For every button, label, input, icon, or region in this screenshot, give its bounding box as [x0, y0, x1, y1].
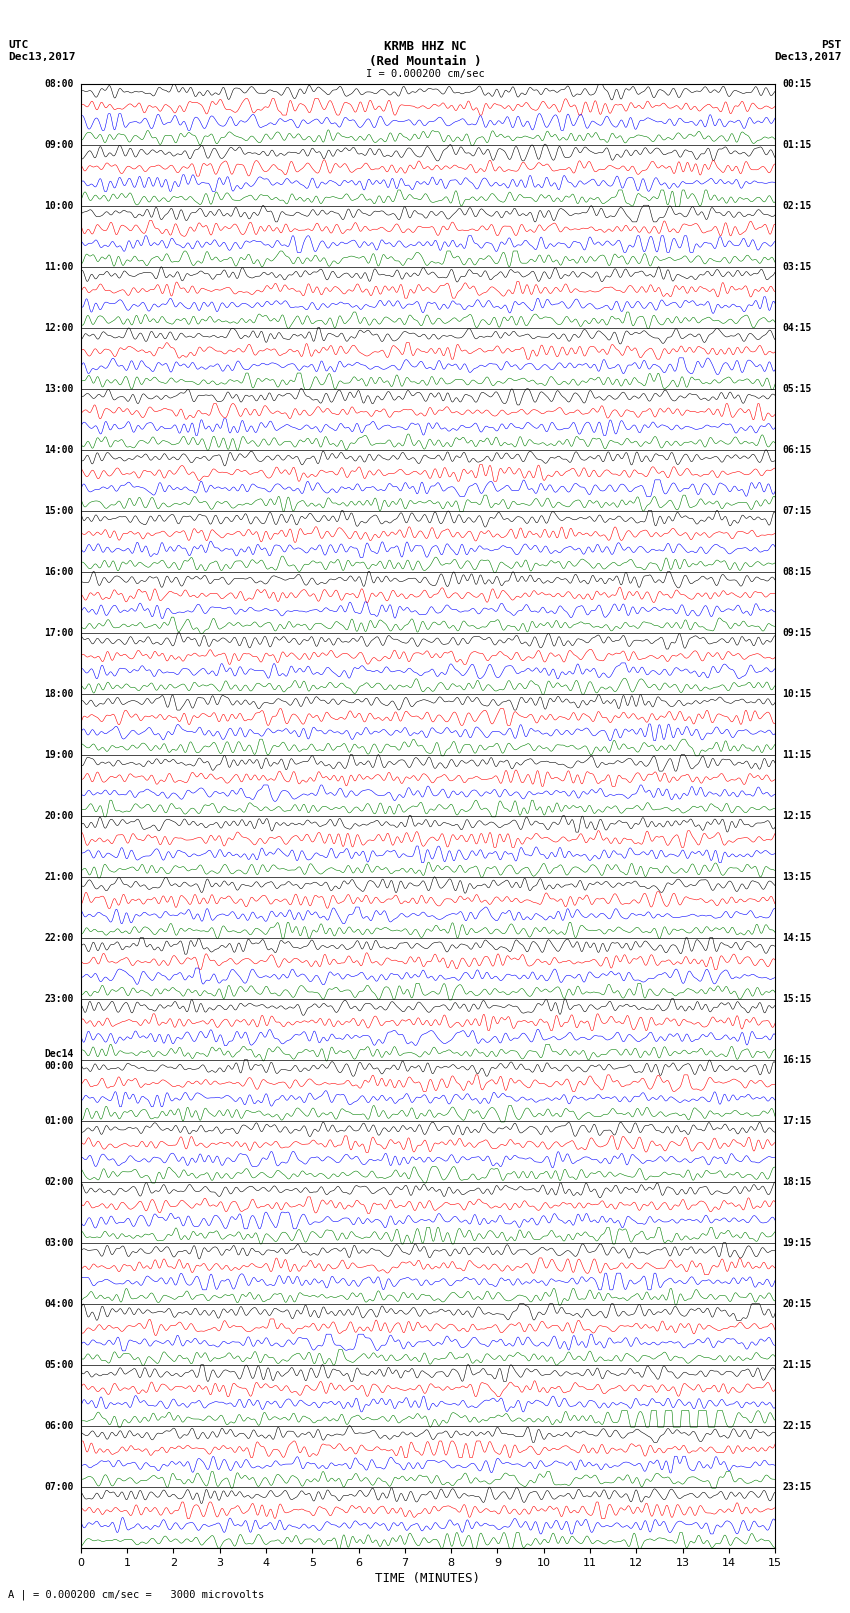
- Text: 21:00: 21:00: [44, 873, 74, 882]
- Text: 17:15: 17:15: [782, 1116, 812, 1126]
- Text: 02:00: 02:00: [44, 1177, 74, 1187]
- Text: 14:15: 14:15: [782, 934, 812, 944]
- Text: 03:15: 03:15: [782, 261, 812, 273]
- Text: 11:00: 11:00: [44, 261, 74, 273]
- Text: 04:15: 04:15: [782, 323, 812, 332]
- Text: 06:15: 06:15: [782, 445, 812, 455]
- Text: 01:00: 01:00: [44, 1116, 74, 1126]
- Text: 08:15: 08:15: [782, 568, 812, 577]
- Text: A | = 0.000200 cm/sec =   3000 microvolts: A | = 0.000200 cm/sec = 3000 microvolts: [8, 1589, 264, 1600]
- Text: 04:00: 04:00: [44, 1300, 74, 1310]
- Text: 23:15: 23:15: [782, 1482, 812, 1492]
- Text: 20:15: 20:15: [782, 1300, 812, 1310]
- Text: 18:00: 18:00: [44, 689, 74, 698]
- Text: Dec14
00:00: Dec14 00:00: [44, 1050, 74, 1071]
- Text: 07:15: 07:15: [782, 506, 812, 516]
- Text: 22:00: 22:00: [44, 934, 74, 944]
- Text: 01:15: 01:15: [782, 140, 812, 150]
- Text: 12:15: 12:15: [782, 811, 812, 821]
- Text: 13:15: 13:15: [782, 873, 812, 882]
- Text: 00:15: 00:15: [782, 79, 812, 89]
- Text: 11:15: 11:15: [782, 750, 812, 760]
- Text: 18:15: 18:15: [782, 1177, 812, 1187]
- Text: 15:00: 15:00: [44, 506, 74, 516]
- Text: 22:15: 22:15: [782, 1421, 812, 1431]
- Text: 05:00: 05:00: [44, 1360, 74, 1371]
- Text: 10:00: 10:00: [44, 202, 74, 211]
- Text: 16:15: 16:15: [782, 1055, 812, 1065]
- Text: 06:00: 06:00: [44, 1421, 74, 1431]
- Text: 19:00: 19:00: [44, 750, 74, 760]
- Text: 16:00: 16:00: [44, 568, 74, 577]
- Text: 20:00: 20:00: [44, 811, 74, 821]
- Text: 17:00: 17:00: [44, 627, 74, 639]
- Text: UTC
Dec13,2017: UTC Dec13,2017: [8, 40, 76, 61]
- Text: 13:00: 13:00: [44, 384, 74, 394]
- Text: KRMB HHZ NC
(Red Mountain ): KRMB HHZ NC (Red Mountain ): [369, 40, 481, 68]
- Text: 09:00: 09:00: [44, 140, 74, 150]
- Text: 23:00: 23:00: [44, 994, 74, 1005]
- Text: 14:00: 14:00: [44, 445, 74, 455]
- Text: 02:15: 02:15: [782, 202, 812, 211]
- Text: 03:00: 03:00: [44, 1239, 74, 1248]
- X-axis label: TIME (MINUTES): TIME (MINUTES): [376, 1573, 480, 1586]
- Text: 15:15: 15:15: [782, 994, 812, 1005]
- Text: 05:15: 05:15: [782, 384, 812, 394]
- Text: 19:15: 19:15: [782, 1239, 812, 1248]
- Text: 12:00: 12:00: [44, 323, 74, 332]
- Text: 08:00: 08:00: [44, 79, 74, 89]
- Text: PST
Dec13,2017: PST Dec13,2017: [774, 40, 842, 61]
- Text: 10:15: 10:15: [782, 689, 812, 698]
- Text: I = 0.000200 cm/sec: I = 0.000200 cm/sec: [366, 69, 484, 79]
- Text: 07:00: 07:00: [44, 1482, 74, 1492]
- Text: 09:15: 09:15: [782, 627, 812, 639]
- Text: 21:15: 21:15: [782, 1360, 812, 1371]
